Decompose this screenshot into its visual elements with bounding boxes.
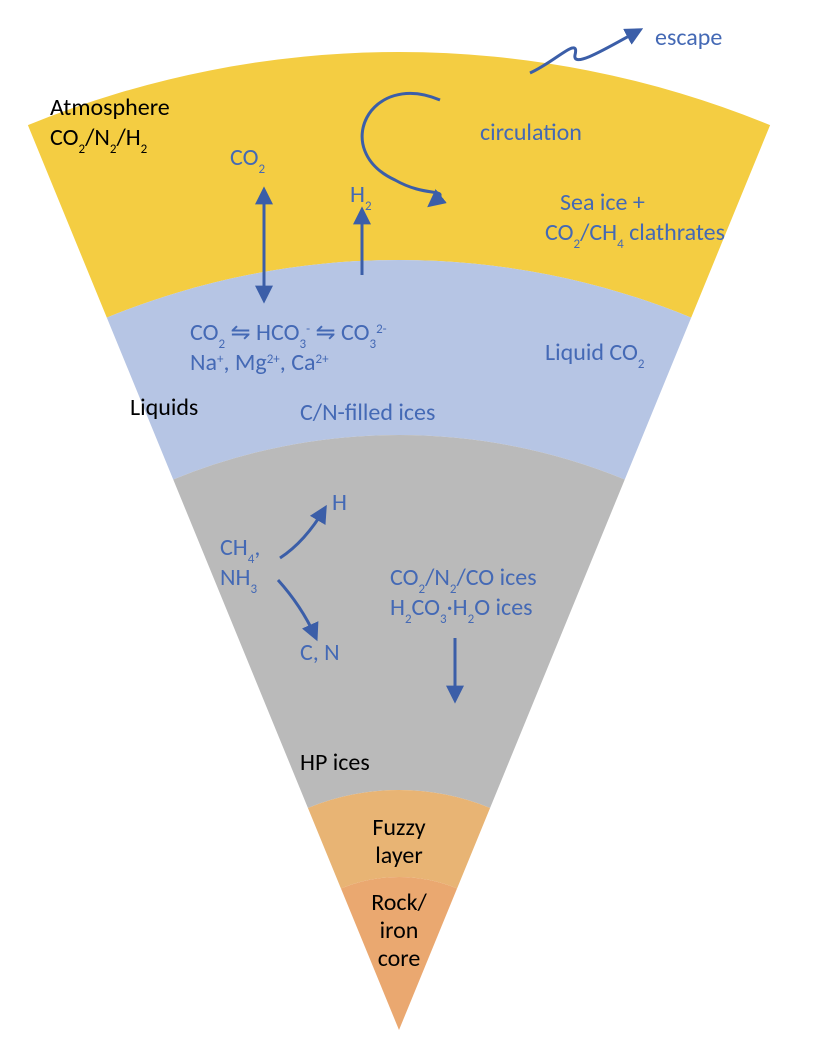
label-liquids: Liquids [130, 393, 198, 422]
label-fuzzy-2: layer [375, 841, 422, 870]
label-cn: C, N [300, 638, 340, 667]
label-ices-2: H2CO3·H2O ices [390, 593, 533, 627]
label-circulation: circulation [480, 118, 582, 147]
label-core-2: iron [380, 916, 419, 945]
label-atmosphere-sub: CO2/N2/H2 [50, 123, 148, 157]
label-ices-1: CO2/N2/CO ices [390, 563, 537, 597]
label-seaice-2: CO2/CH4 clathrates [545, 218, 725, 252]
label-atmosphere: Atmosphere [50, 93, 170, 122]
label-seaice-1: Sea ice + [560, 188, 645, 217]
label-h: H [332, 488, 347, 517]
label-liquid-co2: Liquid CO2 [545, 338, 645, 372]
label-cations: Na+, Mg2+, Ca2+ [190, 348, 329, 377]
label-cn-ices: C/N-filled ices [300, 398, 435, 427]
label-hp-ices: HP ices [300, 748, 370, 777]
label-core-3: core [378, 944, 421, 973]
label-core: Rock/ [371, 888, 427, 917]
label-escape: escape [655, 23, 722, 52]
label-ch4: CH4, [220, 533, 260, 567]
label-fuzzy: Fuzzy [372, 813, 425, 842]
